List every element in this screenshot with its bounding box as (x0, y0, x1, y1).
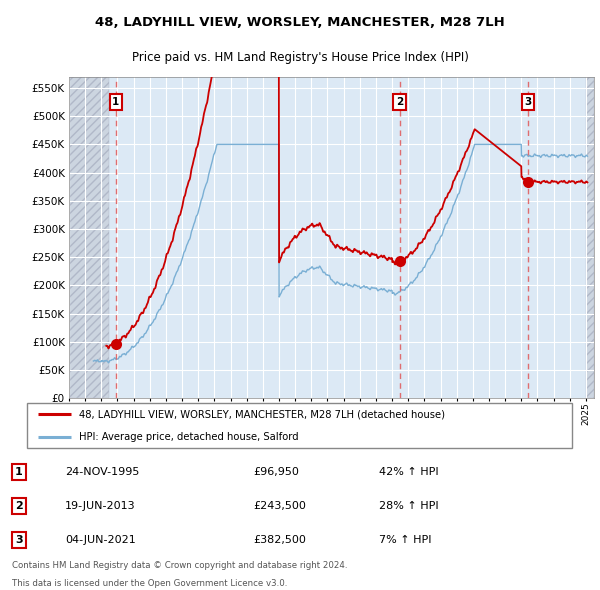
Text: £382,500: £382,500 (253, 535, 306, 545)
Bar (69, 77, 109, 398)
Text: HPI: Average price, detached house, Salford: HPI: Average price, detached house, Salf… (79, 431, 299, 441)
Text: 48, LADYHILL VIEW, WORSLEY, MANCHESTER, M28 7LH (detached house): 48, LADYHILL VIEW, WORSLEY, MANCHESTER, … (79, 409, 445, 419)
Text: 2: 2 (396, 97, 403, 107)
Text: 48, LADYHILL VIEW, WORSLEY, MANCHESTER, M28 7LH: 48, LADYHILL VIEW, WORSLEY, MANCHESTER, … (95, 15, 505, 29)
Text: £96,950: £96,950 (253, 467, 299, 477)
Text: 2: 2 (15, 501, 23, 511)
Text: 3: 3 (15, 535, 23, 545)
Text: 19-JUN-2013: 19-JUN-2013 (65, 501, 136, 511)
Text: Price paid vs. HM Land Registry's House Price Index (HPI): Price paid vs. HM Land Registry's House … (131, 51, 469, 64)
Text: 1: 1 (15, 467, 23, 477)
Text: 42% ↑ HPI: 42% ↑ HPI (379, 467, 439, 477)
FancyBboxPatch shape (27, 402, 572, 448)
Text: Contains HM Land Registry data © Crown copyright and database right 2024.: Contains HM Land Registry data © Crown c… (12, 560, 347, 570)
Text: 7% ↑ HPI: 7% ↑ HPI (379, 535, 432, 545)
Text: 1: 1 (112, 97, 119, 107)
Text: 28% ↑ HPI: 28% ↑ HPI (379, 501, 439, 511)
Text: This data is licensed under the Open Government Licence v3.0.: This data is licensed under the Open Gov… (12, 579, 287, 588)
Text: 04-JUN-2021: 04-JUN-2021 (65, 535, 136, 545)
Text: £243,500: £243,500 (253, 501, 306, 511)
Bar (586, 77, 594, 398)
Text: 24-NOV-1995: 24-NOV-1995 (65, 467, 139, 477)
Text: 3: 3 (524, 97, 532, 107)
